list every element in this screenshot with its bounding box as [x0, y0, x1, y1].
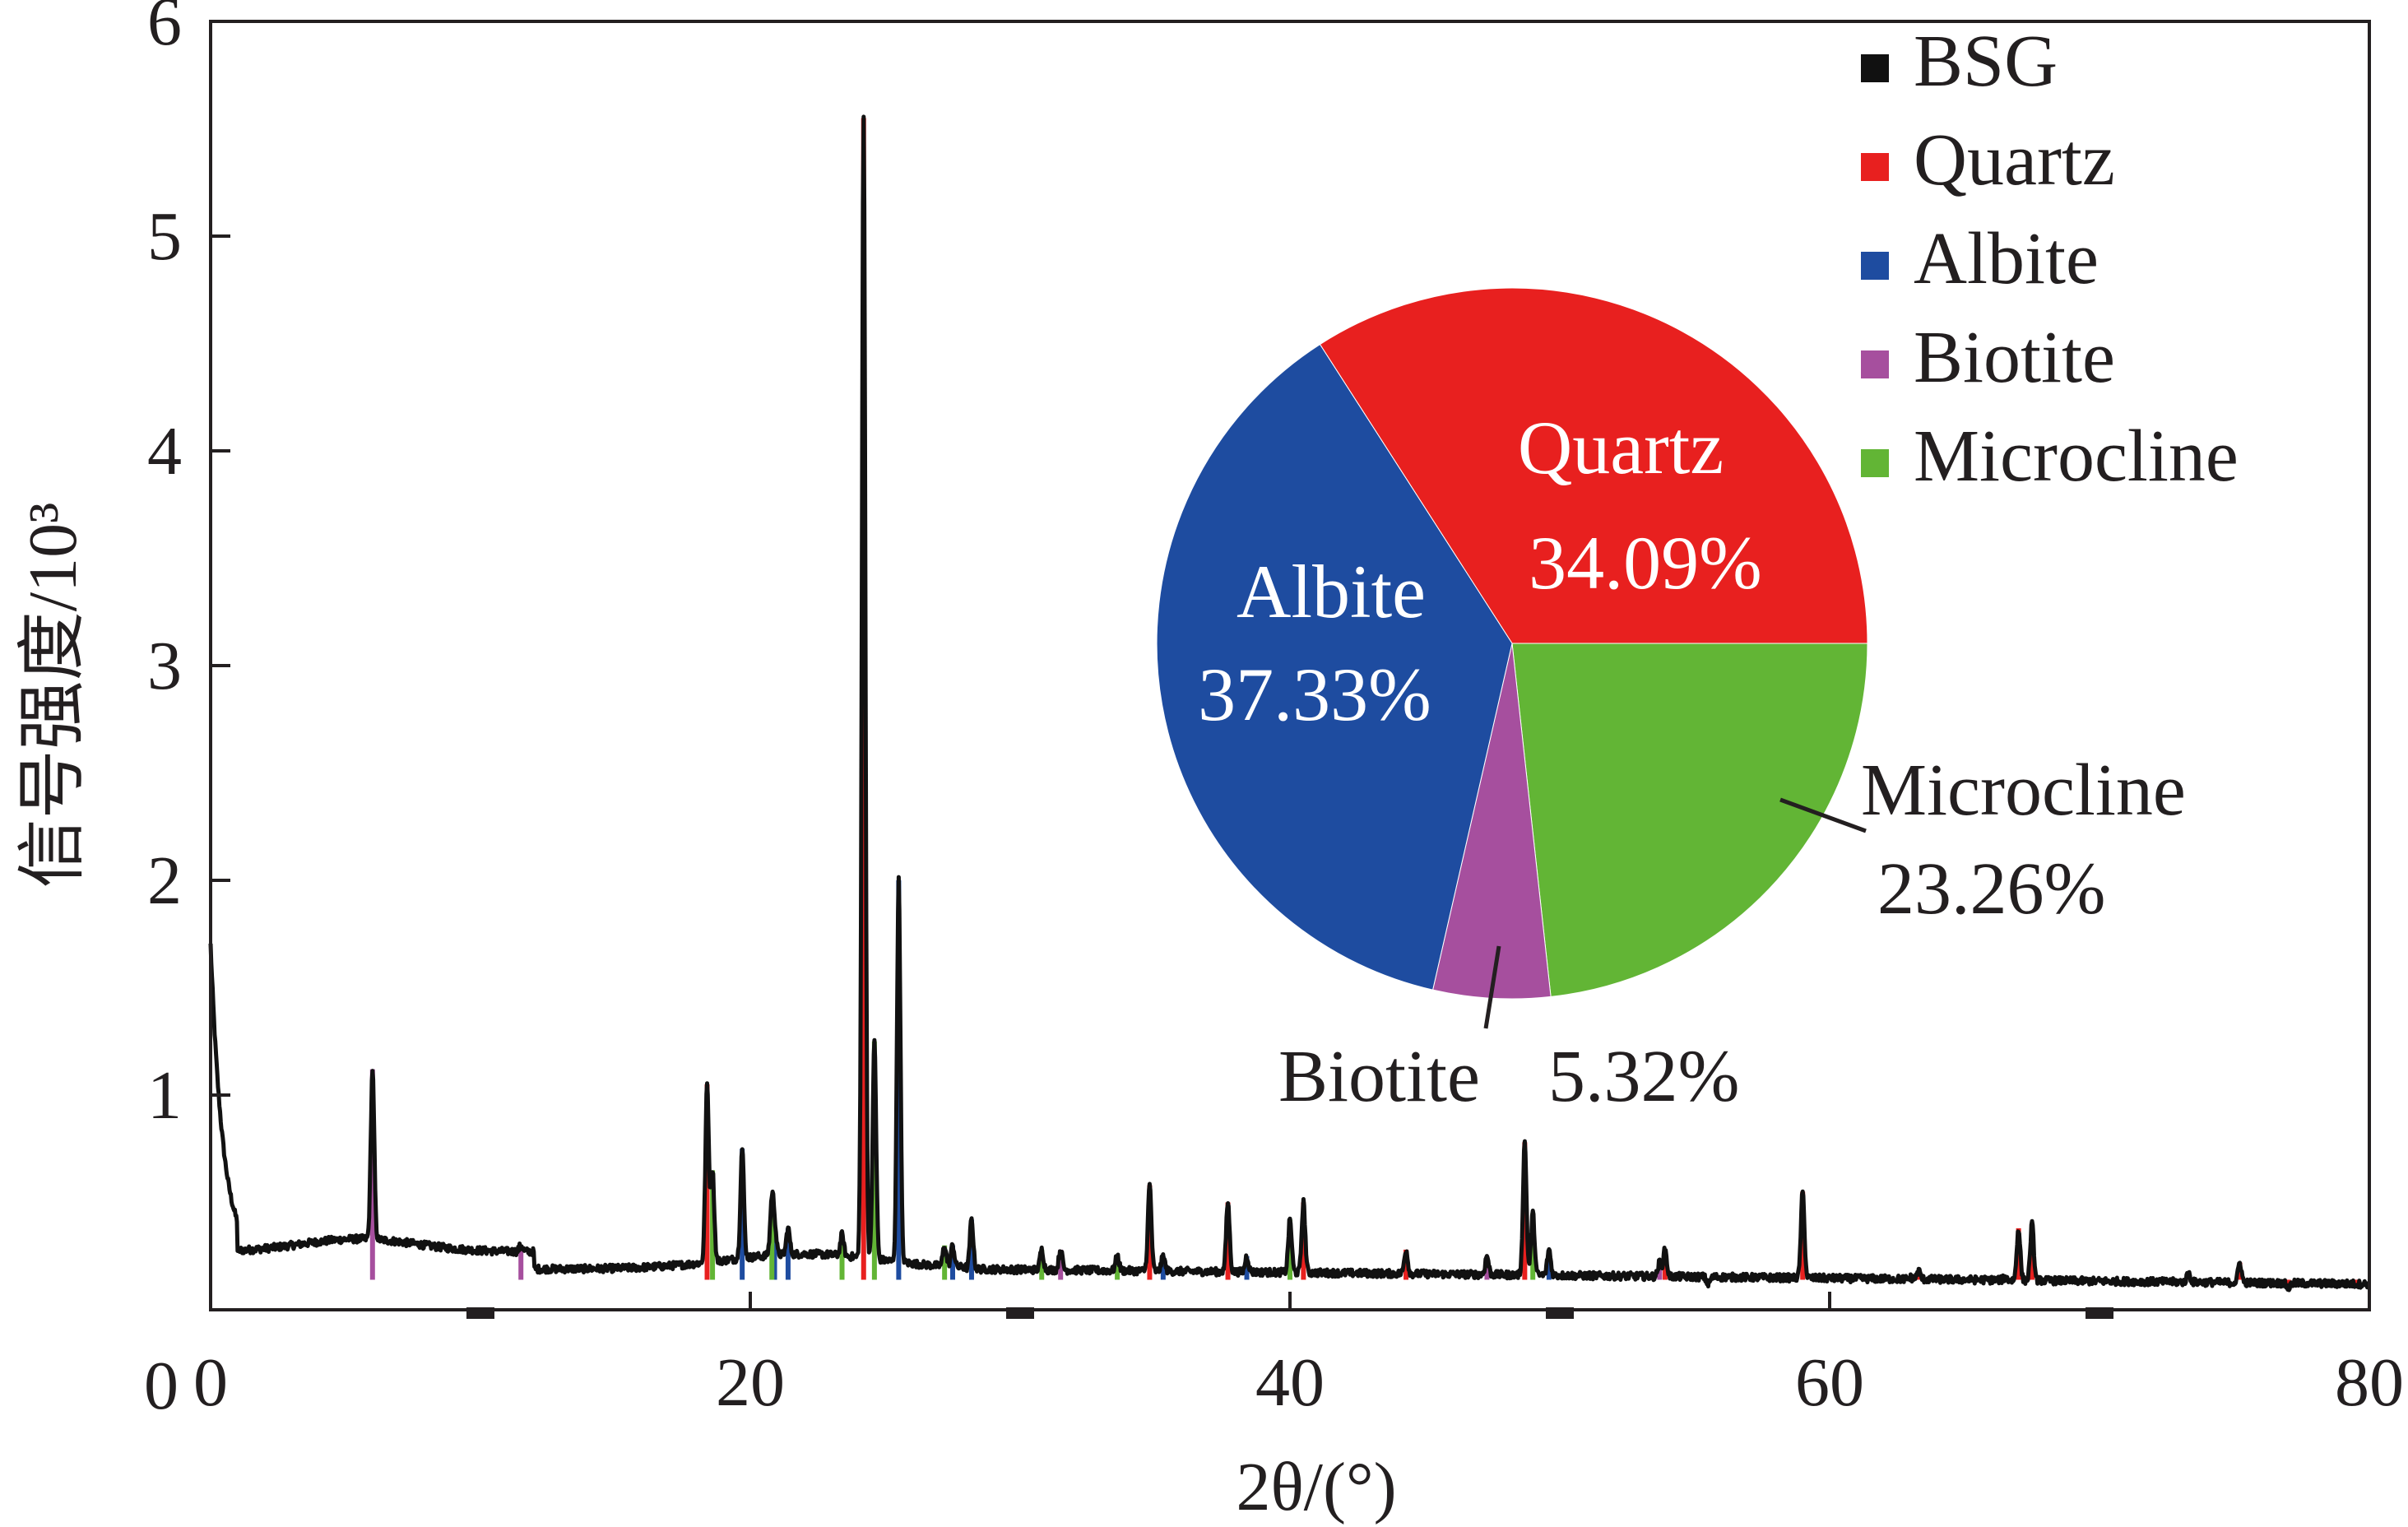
pie-label-biotite-name: Biotite — [1278, 1036, 1480, 1117]
pie-label-albite-name: Albite — [1236, 550, 1426, 634]
legend-swatch-biotite — [1861, 350, 1889, 378]
legend-swatch-bsg — [1861, 54, 1889, 82]
origin-label: 0 — [144, 1348, 179, 1424]
leader-microcline — [1779, 797, 1867, 833]
leader-biotite — [1483, 945, 1501, 1029]
y-tick-label-2: 2 — [147, 842, 182, 919]
x-axis-title: 2θ/(°) — [1236, 1449, 1396, 1525]
y-tick-label-3: 3 — [147, 628, 182, 704]
series-bsg-line — [208, 114, 2371, 1293]
plot-area — [208, 114, 2371, 1293]
y-tick-label-5: 5 — [147, 198, 182, 275]
pie-label-biotite-value: 5.32% — [1548, 1036, 1739, 1117]
legend: BSG Quartz Albite Biotite Microcline — [1861, 21, 2239, 497]
legend-swatch-microcline — [1861, 449, 1889, 477]
x-tick-label-0: 0 — [193, 1344, 228, 1421]
legend-label-microcline: Microcline — [1914, 415, 2239, 497]
pie-slice-albite — [1156, 343, 1513, 991]
pie-label-quartz-name: Quartz — [1518, 406, 1724, 490]
pie-label-albite-value: 37.33% — [1198, 652, 1431, 736]
x-minor-tick-50 — [1546, 1307, 1574, 1319]
legend-label-albite: Albite — [1914, 218, 2099, 299]
legend-swatch-quartz — [1861, 153, 1889, 181]
pie-label-quartz-value: 34.09% — [1529, 521, 1762, 605]
legend-swatch-albite — [1861, 252, 1889, 280]
x-minor-tick-70 — [2086, 1307, 2113, 1319]
pie-chart: Quartz 34.09% Albite 37.33% Microcline 23.26%… — [1156, 287, 2186, 1117]
pie-slice-quartz — [1319, 287, 1868, 644]
y-tick-label-1: 1 — [147, 1057, 182, 1134]
pie-label-microcline-value: 23.26% — [1877, 848, 2105, 930]
x-minor-tick-10 — [466, 1307, 494, 1319]
legend-label-bsg: BSG — [1914, 21, 2058, 102]
pie-label-microcline-name: Microcline — [1861, 750, 2186, 831]
y-tick-label-6: 6 — [147, 0, 182, 60]
legend-label-quartz: Quartz — [1914, 119, 2115, 201]
legend-label-biotite: Biotite — [1914, 317, 2115, 398]
x-minor-tick-30 — [1006, 1307, 1034, 1319]
x-tick-label-20: 20 — [716, 1344, 785, 1421]
y-axis-title: 信号强度/10³ — [15, 503, 91, 889]
x-tick-label-60: 60 — [1795, 1344, 1864, 1421]
pie-slice-microcline — [1511, 643, 1868, 997]
y-tick-label-4: 4 — [147, 413, 182, 490]
x-tick-label-40: 40 — [1255, 1344, 1325, 1421]
x-tick-label-80: 80 — [2335, 1344, 2404, 1421]
